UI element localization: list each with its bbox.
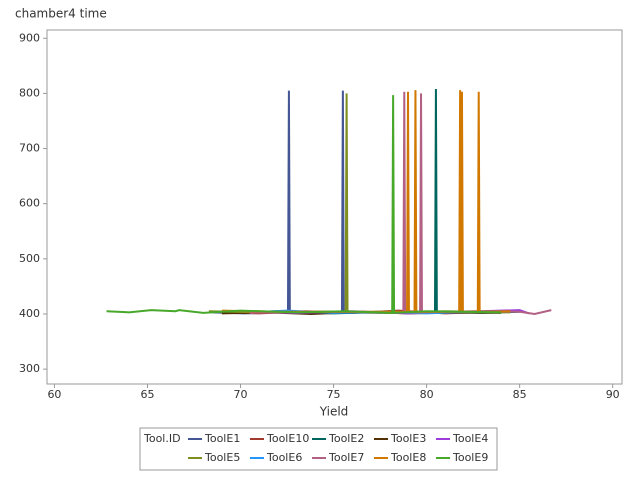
x-tick-label: 75 (327, 388, 341, 401)
legend-label: ToolE8 (390, 451, 426, 464)
y-tick-label: 300 (19, 362, 40, 375)
legend-label: ToolE9 (452, 451, 488, 464)
legend-label: ToolE3 (390, 432, 426, 445)
legend-label: ToolE6 (266, 451, 302, 464)
y-tick-label: 700 (19, 142, 40, 155)
legend-label: ToolE10 (266, 432, 309, 445)
series-line (221, 90, 511, 313)
legend-title: Tool.ID (143, 432, 181, 445)
series-line (208, 93, 511, 314)
legend-label: ToolE5 (204, 451, 240, 464)
legend-frame (139, 427, 498, 471)
series-line (106, 95, 502, 314)
y-tick-label: 500 (19, 252, 40, 265)
x-tick-label: 85 (513, 388, 527, 401)
series-line (249, 91, 552, 315)
x-tick-label: 90 (606, 388, 620, 401)
legend-label: ToolE4 (452, 432, 488, 445)
x-tick-label: 65 (140, 388, 154, 401)
chart-title: chamber4 time (15, 7, 107, 21)
series-line (231, 88, 520, 315)
x-tick-label: 80 (420, 388, 434, 401)
legend-label: ToolE1 (204, 432, 240, 445)
legend-label: ToolE2 (328, 432, 364, 445)
y-tick-label: 600 (19, 197, 40, 210)
x-tick-label: 60 (47, 388, 61, 401)
y-tick-label: 400 (19, 307, 40, 320)
y-tick-label: 800 (19, 86, 40, 99)
legend-label: ToolE7 (328, 451, 364, 464)
x-axis-label: Yield (319, 405, 349, 419)
x-tick-label: 70 (234, 388, 248, 401)
y-tick-label: 900 (19, 31, 40, 44)
plot-frame (46, 29, 623, 385)
